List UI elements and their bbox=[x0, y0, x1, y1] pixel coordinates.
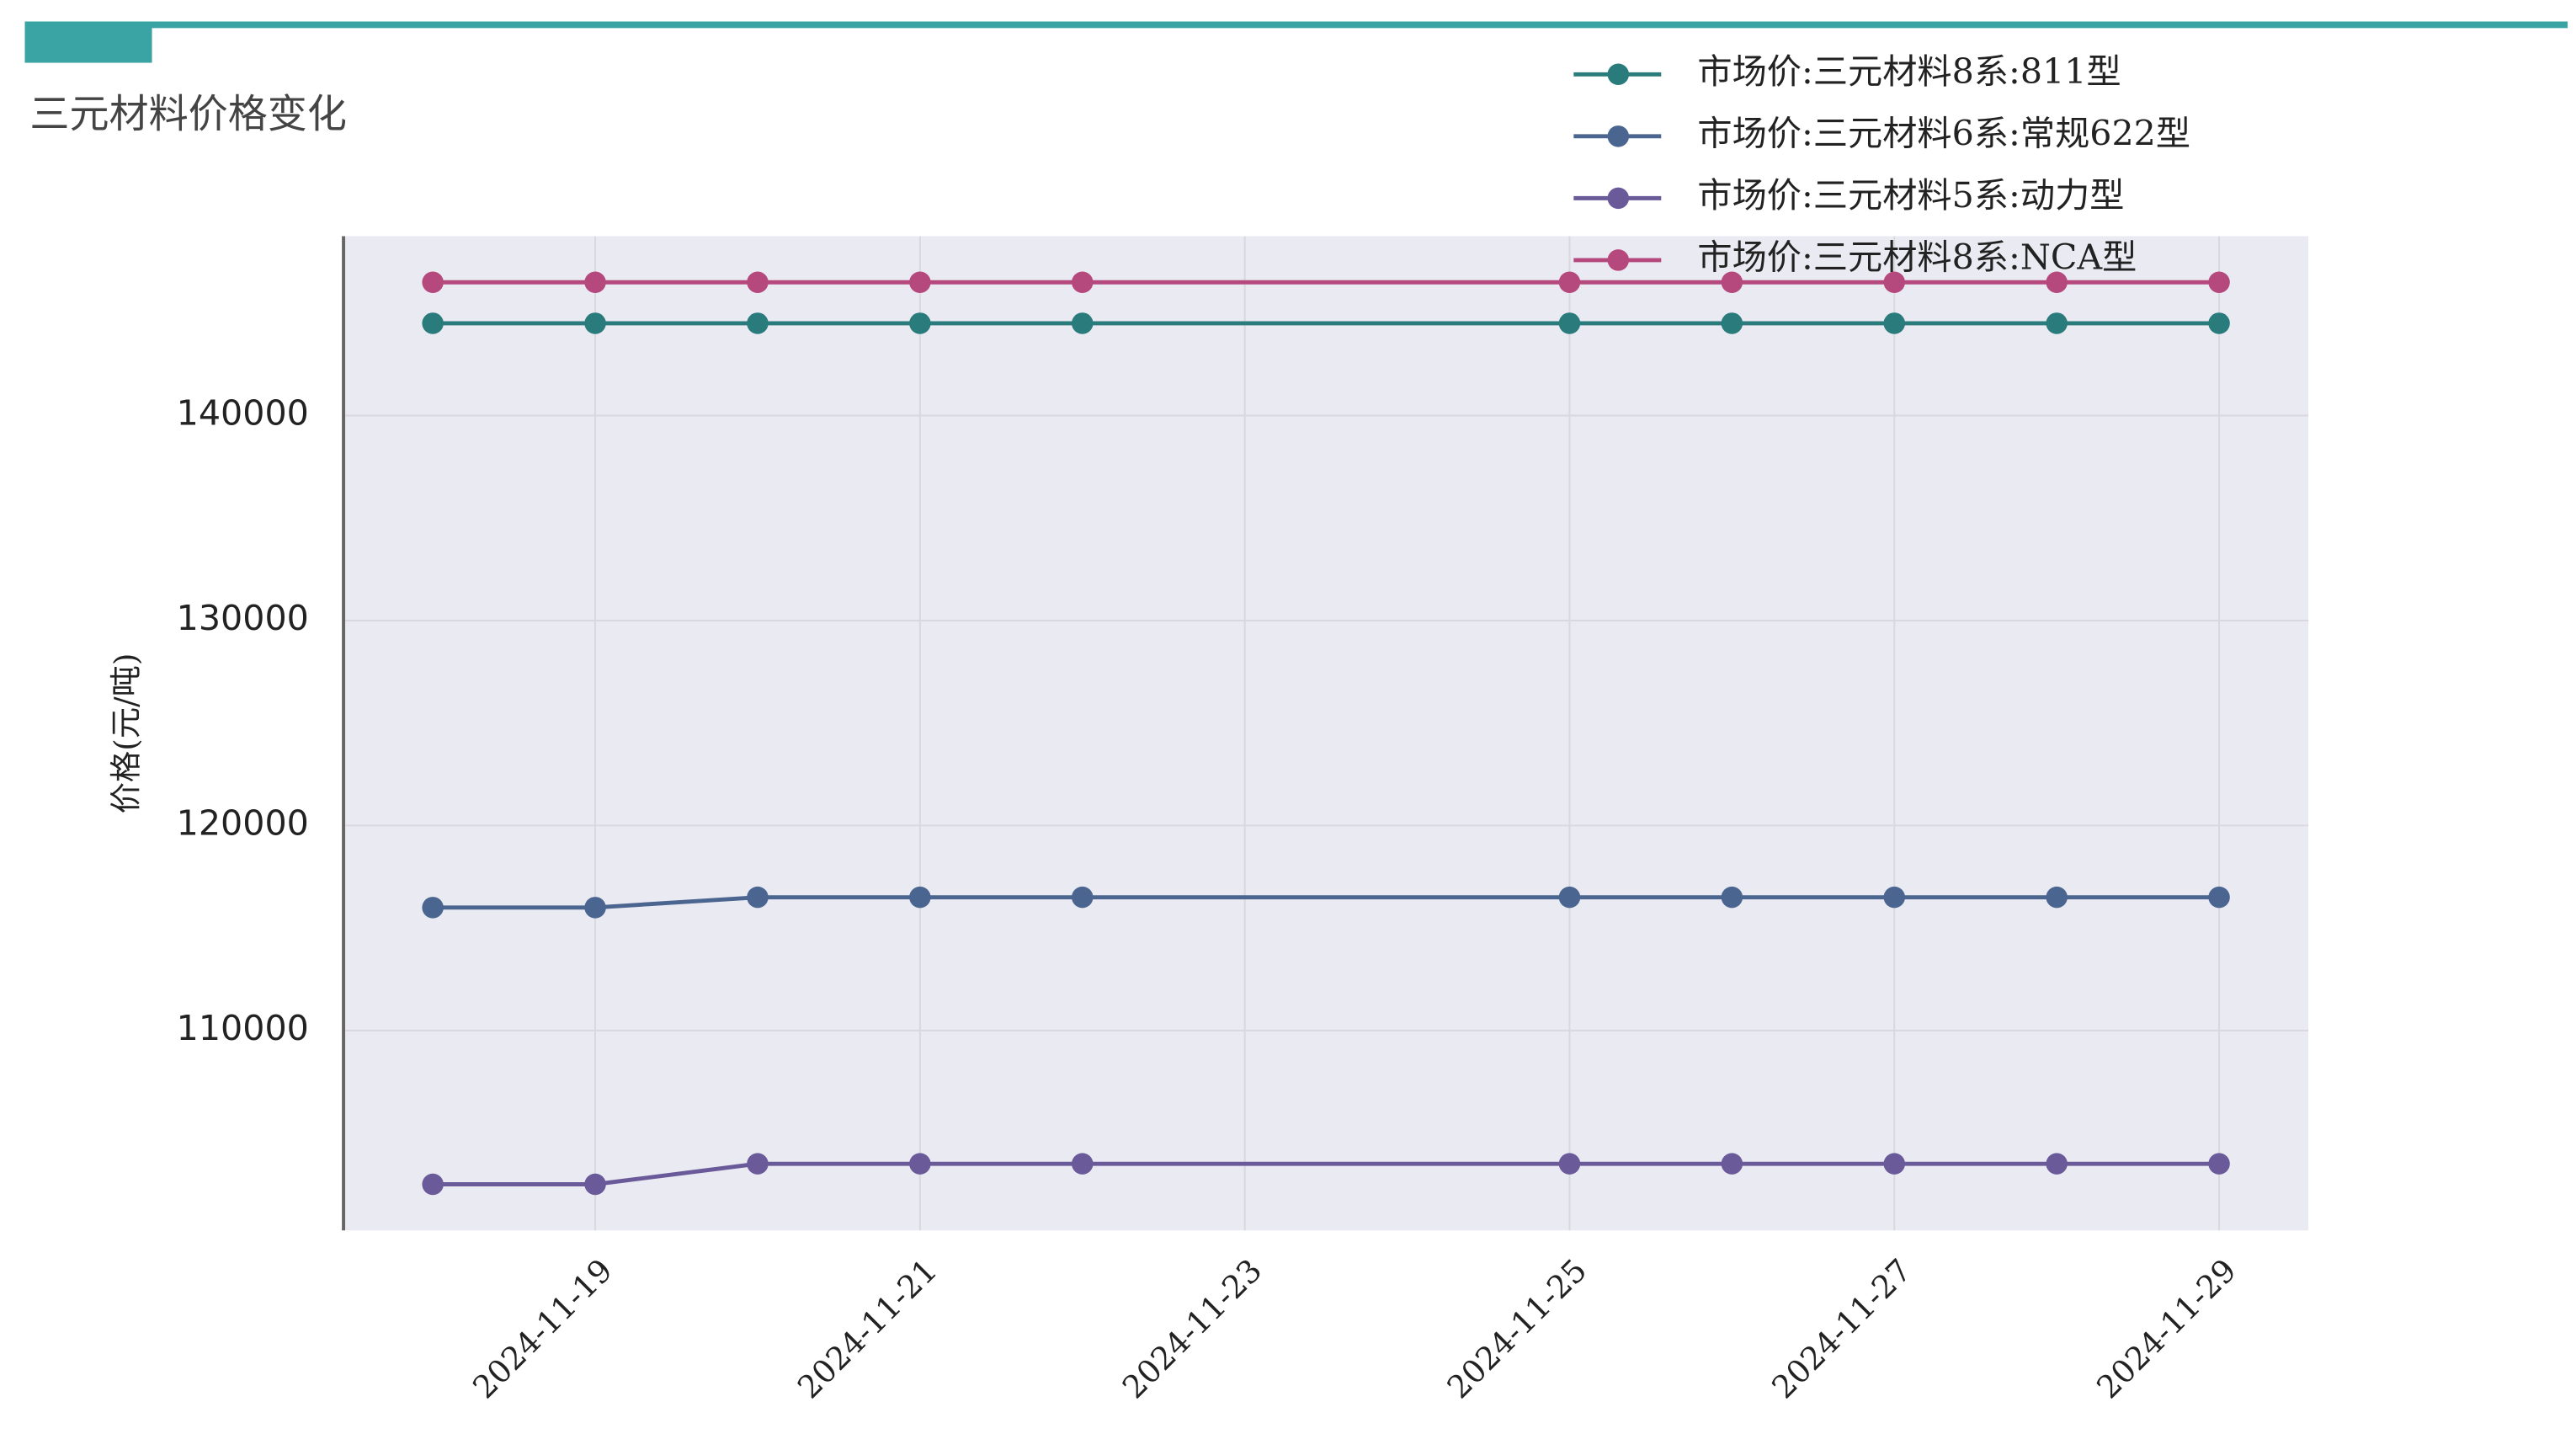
y-tick-label: 130000 bbox=[177, 598, 309, 638]
data-point bbox=[1883, 312, 1906, 334]
chart-title: 三元材料价格变化 bbox=[29, 91, 347, 137]
data-point bbox=[2208, 271, 2230, 294]
data-point bbox=[1558, 271, 1581, 294]
x-tick-label: 2024-11-21 bbox=[790, 1251, 945, 1405]
legend-label: 市场价:三元材料6系:常规622型 bbox=[1697, 113, 2190, 153]
series-line bbox=[433, 1161, 2220, 1186]
data-point bbox=[1072, 1153, 1094, 1175]
data-point bbox=[909, 1153, 931, 1175]
top-rule bbox=[24, 21, 2568, 29]
data-point bbox=[1072, 312, 1094, 334]
y-tick-label: 110000 bbox=[177, 1008, 309, 1048]
data-point bbox=[2046, 271, 2068, 294]
data-point bbox=[584, 897, 606, 919]
data-point bbox=[422, 897, 444, 919]
legend-marker bbox=[1607, 187, 1630, 210]
data-point bbox=[909, 886, 931, 909]
data-point bbox=[1883, 1153, 1906, 1175]
data-point bbox=[1072, 886, 1094, 909]
data-point bbox=[2046, 1153, 2068, 1175]
legend-label: 市场价:三元材料8系:811型 bbox=[1697, 51, 2121, 92]
y-axis-label: 价格(元/吨) bbox=[108, 653, 145, 814]
data-point bbox=[909, 312, 931, 334]
data-point bbox=[1721, 271, 1743, 294]
data-point bbox=[2208, 1153, 2230, 1175]
data-point bbox=[2046, 886, 2068, 909]
data-point bbox=[1883, 886, 1906, 909]
data-point bbox=[1558, 1153, 1581, 1175]
x-tick-label: 2024-11-25 bbox=[1440, 1251, 1594, 1405]
plot-area bbox=[343, 236, 2309, 1231]
legend-label: 市场价:三元材料8系:NCA型 bbox=[1697, 237, 2137, 277]
data-point bbox=[1721, 886, 1743, 909]
data-point bbox=[1558, 312, 1581, 334]
x-tick-label: 2024-11-29 bbox=[2089, 1251, 2243, 1405]
x-tick-label: 2024-11-27 bbox=[1764, 1251, 1919, 1405]
x-tick-label: 2024-11-19 bbox=[466, 1251, 620, 1405]
data-point bbox=[422, 312, 444, 334]
data-point bbox=[747, 312, 769, 334]
data-point bbox=[747, 271, 769, 294]
data-point bbox=[1558, 886, 1581, 909]
data-point bbox=[1072, 271, 1094, 294]
data-point bbox=[2208, 312, 2230, 334]
data-point bbox=[584, 271, 606, 294]
data-point bbox=[1883, 271, 1906, 294]
data-point bbox=[747, 1153, 769, 1175]
data-point bbox=[2208, 886, 2230, 909]
data-point bbox=[1721, 312, 1743, 334]
y-tick-label: 140000 bbox=[177, 393, 309, 434]
data-point bbox=[2046, 312, 2068, 334]
data-point bbox=[747, 886, 769, 909]
top-tab bbox=[24, 21, 152, 63]
data-point bbox=[1721, 1153, 1743, 1175]
x-tick-label: 2024-11-23 bbox=[1115, 1251, 1269, 1405]
y-tick-label: 120000 bbox=[177, 802, 309, 843]
legend-label: 市场价:三元材料5系:动力型 bbox=[1697, 175, 2124, 216]
data-point bbox=[422, 271, 444, 294]
series-line bbox=[433, 895, 2220, 910]
legend-marker bbox=[1607, 249, 1630, 271]
legend-marker bbox=[1607, 63, 1630, 86]
legend-marker bbox=[1607, 125, 1630, 147]
data-point bbox=[584, 312, 606, 334]
data-point bbox=[909, 271, 931, 294]
data-point bbox=[584, 1173, 606, 1196]
data-point bbox=[422, 1173, 444, 1196]
